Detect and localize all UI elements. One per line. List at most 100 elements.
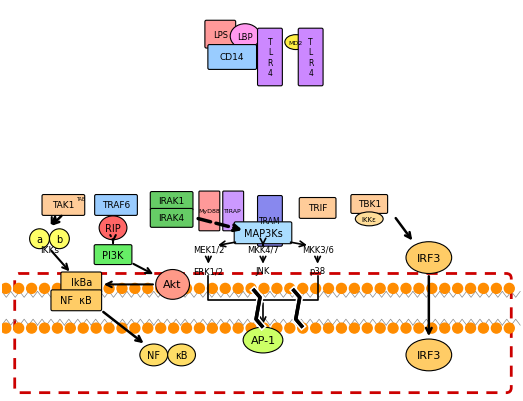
FancyBboxPatch shape bbox=[150, 192, 193, 211]
Text: CD14: CD14 bbox=[220, 53, 244, 62]
Text: PI3K: PI3K bbox=[103, 250, 124, 260]
Circle shape bbox=[65, 284, 75, 294]
Text: Akt: Akt bbox=[163, 280, 182, 290]
FancyBboxPatch shape bbox=[351, 195, 388, 214]
Circle shape bbox=[298, 284, 308, 294]
Circle shape bbox=[465, 323, 475, 333]
Text: LBP: LBP bbox=[237, 32, 253, 42]
FancyBboxPatch shape bbox=[94, 245, 132, 265]
Text: AP-1: AP-1 bbox=[251, 335, 276, 345]
Circle shape bbox=[414, 284, 424, 294]
Circle shape bbox=[401, 284, 411, 294]
Text: LPS: LPS bbox=[213, 30, 228, 40]
Text: κB: κB bbox=[175, 350, 188, 360]
Text: a: a bbox=[37, 234, 42, 244]
Circle shape bbox=[388, 284, 398, 294]
Circle shape bbox=[246, 284, 256, 294]
Ellipse shape bbox=[243, 327, 283, 353]
Circle shape bbox=[220, 323, 230, 333]
Circle shape bbox=[440, 284, 450, 294]
Circle shape bbox=[27, 323, 37, 333]
Text: IRAK4: IRAK4 bbox=[158, 214, 185, 223]
Text: MKK4/7: MKK4/7 bbox=[247, 245, 279, 253]
Text: NF: NF bbox=[147, 350, 160, 360]
Circle shape bbox=[272, 284, 282, 294]
Text: MyD88: MyD88 bbox=[199, 209, 220, 214]
Circle shape bbox=[453, 323, 463, 333]
Ellipse shape bbox=[355, 213, 383, 226]
Circle shape bbox=[78, 323, 88, 333]
Circle shape bbox=[453, 284, 463, 294]
Circle shape bbox=[375, 284, 385, 294]
Text: p38: p38 bbox=[310, 266, 326, 275]
Text: b: b bbox=[56, 234, 63, 244]
Circle shape bbox=[259, 323, 269, 333]
Ellipse shape bbox=[406, 242, 452, 274]
FancyBboxPatch shape bbox=[234, 222, 292, 244]
Circle shape bbox=[272, 323, 282, 333]
Circle shape bbox=[375, 323, 385, 333]
Circle shape bbox=[14, 323, 24, 333]
Circle shape bbox=[336, 284, 346, 294]
Text: RIP: RIP bbox=[105, 223, 121, 233]
Circle shape bbox=[298, 323, 308, 333]
Circle shape bbox=[324, 323, 334, 333]
Circle shape bbox=[285, 323, 295, 333]
Text: MAP3Ks: MAP3Ks bbox=[244, 228, 282, 238]
Circle shape bbox=[40, 284, 50, 294]
Text: TAK1: TAK1 bbox=[52, 201, 75, 210]
Circle shape bbox=[388, 323, 398, 333]
Text: IRAK1: IRAK1 bbox=[158, 197, 185, 206]
Text: TIRAP: TIRAP bbox=[224, 209, 242, 214]
Ellipse shape bbox=[285, 36, 306, 51]
FancyBboxPatch shape bbox=[299, 198, 336, 219]
Circle shape bbox=[117, 323, 127, 333]
Ellipse shape bbox=[30, 229, 50, 249]
FancyBboxPatch shape bbox=[205, 21, 236, 49]
FancyBboxPatch shape bbox=[199, 192, 220, 231]
Circle shape bbox=[208, 323, 218, 333]
Text: IKKs: IKKs bbox=[40, 245, 59, 255]
Ellipse shape bbox=[50, 229, 70, 249]
FancyBboxPatch shape bbox=[223, 192, 244, 231]
Circle shape bbox=[130, 284, 140, 294]
Circle shape bbox=[233, 323, 243, 333]
Text: IKKε: IKKε bbox=[362, 216, 377, 222]
Circle shape bbox=[504, 323, 514, 333]
Circle shape bbox=[156, 323, 166, 333]
Circle shape bbox=[168, 284, 178, 294]
Circle shape bbox=[465, 284, 475, 294]
Text: T
L
R
4: T L R 4 bbox=[308, 38, 313, 78]
Text: TBK1: TBK1 bbox=[358, 200, 381, 209]
Text: NF  κB: NF κB bbox=[61, 296, 92, 306]
FancyBboxPatch shape bbox=[298, 29, 323, 87]
Text: MEK1/2: MEK1/2 bbox=[192, 245, 224, 253]
Circle shape bbox=[220, 284, 230, 294]
Circle shape bbox=[427, 284, 437, 294]
Text: MD2: MD2 bbox=[289, 41, 303, 45]
Circle shape bbox=[104, 323, 114, 333]
Ellipse shape bbox=[168, 344, 196, 366]
Circle shape bbox=[233, 284, 243, 294]
Circle shape bbox=[479, 284, 488, 294]
Ellipse shape bbox=[406, 339, 452, 371]
Circle shape bbox=[195, 284, 204, 294]
Text: T
L
R
4: T L R 4 bbox=[267, 38, 272, 78]
Circle shape bbox=[349, 323, 359, 333]
Circle shape bbox=[117, 284, 127, 294]
FancyBboxPatch shape bbox=[150, 209, 193, 228]
Ellipse shape bbox=[156, 270, 189, 300]
FancyBboxPatch shape bbox=[257, 29, 282, 87]
FancyBboxPatch shape bbox=[95, 195, 138, 216]
Circle shape bbox=[78, 284, 88, 294]
Text: IkBa: IkBa bbox=[71, 278, 92, 288]
Circle shape bbox=[14, 284, 24, 294]
Circle shape bbox=[27, 284, 37, 294]
Circle shape bbox=[479, 323, 488, 333]
Text: ERK1/2: ERK1/2 bbox=[194, 266, 223, 275]
Circle shape bbox=[246, 323, 256, 333]
Circle shape bbox=[181, 284, 191, 294]
Circle shape bbox=[311, 323, 321, 333]
Circle shape bbox=[91, 284, 101, 294]
FancyBboxPatch shape bbox=[257, 196, 282, 247]
